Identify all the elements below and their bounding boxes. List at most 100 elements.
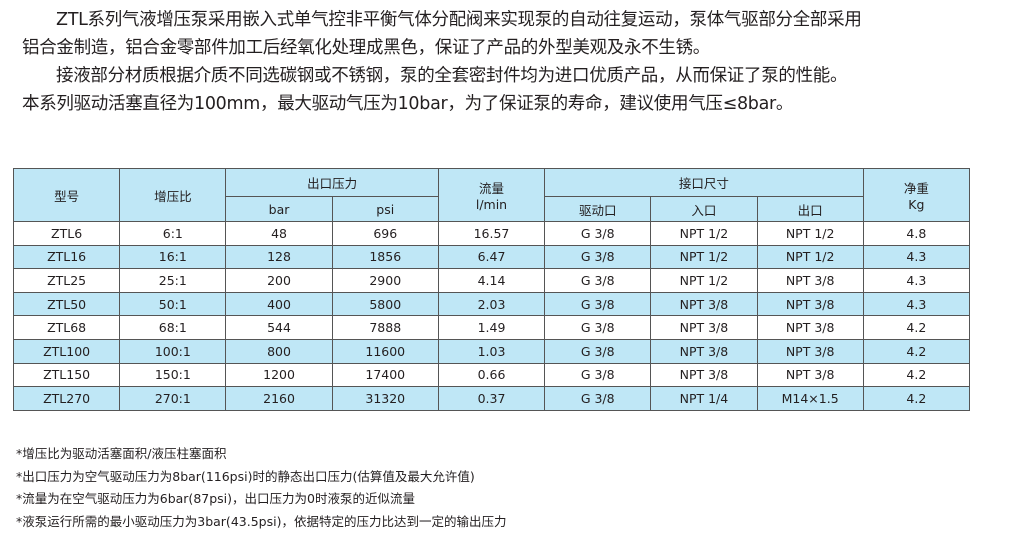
header-model: 型号 xyxy=(12,168,121,222)
table-cell: 4.3 xyxy=(862,291,971,317)
header-psi: psi xyxy=(331,196,439,222)
table-cell: 68:1 xyxy=(119,315,227,340)
table-cell: ZTL100 xyxy=(12,338,121,364)
table-cell: 4.2 xyxy=(862,338,971,364)
table-cell: 2900 xyxy=(331,268,439,293)
table-cell: 16.57 xyxy=(437,221,546,246)
table-cell: 696 xyxy=(331,221,439,246)
table-cell: NPT 1/2 xyxy=(650,268,758,293)
table-cell: 800 xyxy=(225,338,333,364)
table-cell: 4.14 xyxy=(437,268,546,293)
table-cell: 7888 xyxy=(331,315,439,340)
table-cell: 4.3 xyxy=(862,244,971,270)
table-cell: 1856 xyxy=(331,244,439,270)
table-cell: 4.2 xyxy=(862,315,971,340)
table-row: ZTL270 270:1 2160 31320 0.37 G 3/8 NPT 1/4 M14×… xyxy=(12,386,971,411)
table-cell: 4.3 xyxy=(862,268,971,293)
header-flow: 流量 l/min xyxy=(437,168,546,222)
footnote: *液泵运行所需的最小驱动压力为3bar(43.5psi)，依据特定的压力比达到一… xyxy=(16,513,507,529)
intro-line: 接液部分材质根据介质不同选碳钢或不锈钢，泵的全套密封件均为进口优质产品，从而保证… xyxy=(56,66,848,86)
table-cell: G 3/8 xyxy=(544,315,652,340)
table-cell: 50:1 xyxy=(119,291,227,317)
table-cell: 400 xyxy=(225,291,333,317)
table-cell: G 3/8 xyxy=(544,268,652,293)
header-outlet: 出口 xyxy=(756,196,864,222)
header-ratio: 增压比 xyxy=(119,168,227,222)
table-cell: 1.49 xyxy=(437,315,546,340)
intro-line: ZTL系列气液增压泵采用嵌入式单气控非平衡气体分配阀来实现泵的自动往复运动，泵体… xyxy=(56,10,862,30)
table-cell: G 3/8 xyxy=(544,244,652,270)
table-cell: 270:1 xyxy=(119,386,227,411)
spec-table: 型号 增压比 出口压力 流量 l/min 接口尺寸 净重 Kg bar psi 驱动… xyxy=(12,168,971,411)
table-row: ZTL68 68:1 544 7888 1.49 G 3/8 NPT 3/8 NPT 3/8 4… xyxy=(12,315,971,340)
table-cell: 17400 xyxy=(331,362,439,388)
table-cell: 128 xyxy=(225,244,333,270)
table-cell: 48 xyxy=(225,221,333,246)
table-cell: 31320 xyxy=(331,386,439,411)
table-cell: NPT 1/2 xyxy=(650,221,758,246)
table-cell: NPT 1/4 xyxy=(650,386,758,411)
table-cell: 544 xyxy=(225,315,333,340)
footnote: *增压比为驱动活塞面积/液压柱塞面积 xyxy=(16,446,227,461)
table-cell: 100:1 xyxy=(119,338,227,364)
header-ports: 接口尺寸 xyxy=(544,168,864,197)
table-cell: ZTL16 xyxy=(12,244,121,270)
table-cell: 200 xyxy=(225,268,333,293)
table-cell: 1.03 xyxy=(437,338,546,364)
table-cell: G 3/8 xyxy=(544,362,652,388)
header-weight: 净重 Kg xyxy=(862,168,971,222)
table-row: ZTL100 100:1 800 11600 1.03 G 3/8 NPT 3/8 NPT 3… xyxy=(12,338,971,364)
table-cell: NPT 3/8 xyxy=(650,315,758,340)
table-cell: ZTL68 xyxy=(12,315,121,340)
table-cell: G 3/8 xyxy=(544,291,652,317)
table-cell: NPT 3/8 xyxy=(756,362,864,388)
table-cell: ZTL150 xyxy=(12,362,121,388)
table-cell: NPT 3/8 xyxy=(650,362,758,388)
table-cell: ZTL270 xyxy=(12,386,121,411)
header-bar: bar xyxy=(225,196,333,222)
table-cell: 5800 xyxy=(331,291,439,317)
table-cell: 1200 xyxy=(225,362,333,388)
table-cell: NPT 3/8 xyxy=(756,315,864,340)
header-drive-port: 驱动口 xyxy=(544,196,652,222)
table-cell: 150:1 xyxy=(119,362,227,388)
table-row: ZTL6 6:1 48 696 16.57 G 3/8 NPT 1/2 NPT 1/2 4.8 xyxy=(12,221,971,246)
footnotes: *增压比为驱动活塞面积/液压柱塞面积 *出口压力为空气驱动压力为8bar(116… xyxy=(16,443,506,533)
header-inlet: 入口 xyxy=(650,196,758,222)
intro-line: 本系列驱动活塞直径为100mm，最大驱动气压为10bar，为了保证泵的寿命，建议… xyxy=(22,94,794,114)
intro-line: 铝合金制造，铝合金零部件加工后经氧化处理成黑色，保证了产品的外型美观及永不生锈。 xyxy=(22,38,710,58)
table-cell: G 3/8 xyxy=(544,338,652,364)
table-cell: 16:1 xyxy=(119,244,227,270)
table-cell: 6:1 xyxy=(119,221,227,246)
table-cell: 2.03 xyxy=(437,291,546,317)
table-cell: ZTL25 xyxy=(12,268,121,293)
table-cell: 6.47 xyxy=(437,244,546,270)
table-cell: 4.2 xyxy=(862,386,971,411)
table-cell: 11600 xyxy=(331,338,439,364)
table-cell: ZTL50 xyxy=(12,291,121,317)
table-cell: NPT 1/2 xyxy=(650,244,758,270)
table-cell: 0.66 xyxy=(437,362,546,388)
table-cell: NPT 1/2 xyxy=(756,221,864,246)
table-cell: NPT 3/8 xyxy=(756,291,864,317)
table-cell: NPT 3/8 xyxy=(650,338,758,364)
table-cell: G 3/8 xyxy=(544,386,652,411)
table-cell: 25:1 xyxy=(119,268,227,293)
footnote: *流量为在空气驱动压力为6bar(87psi)，出口压力为0时液泵的近似流量 xyxy=(16,491,415,506)
table-row: ZTL150 150:1 1200 17400 0.66 G 3/8 NPT 3/8 NPT … xyxy=(12,362,971,388)
table-cell: ZTL6 xyxy=(12,221,121,246)
table-cell: M14×1.5 xyxy=(756,386,864,411)
intro-text: ZTL系列气液增压泵采用嵌入式单气控非平衡气体分配阀来实现泵的自动往复运动，泵体… xyxy=(22,6,1022,118)
table-cell: NPT 3/8 xyxy=(650,291,758,317)
table-cell: NPT 3/8 xyxy=(756,338,864,364)
table-cell: 2160 xyxy=(225,386,333,411)
header-outlet-pressure: 出口压力 xyxy=(225,168,439,197)
table-row: ZTL50 50:1 400 5800 2.03 G 3/8 NPT 3/8 NPT 3/8 4… xyxy=(12,291,971,317)
table-cell: G 3/8 xyxy=(544,221,652,246)
table-cell: 4.8 xyxy=(862,221,971,246)
table-cell: 0.37 xyxy=(437,386,546,411)
table-row: ZTL25 25:1 200 2900 4.14 G 3/8 NPT 1/2 NPT 3/8 4… xyxy=(12,268,971,293)
table-cell: 4.2 xyxy=(862,362,971,388)
table-row: ZTL16 16:1 128 1856 6.47 G 3/8 NPT 1/2 NPT 1/2 4… xyxy=(12,244,971,270)
footnote: *出口压力为空气驱动压力为8bar(116psi)时的静态出口压力(估算值及最大… xyxy=(16,468,475,484)
